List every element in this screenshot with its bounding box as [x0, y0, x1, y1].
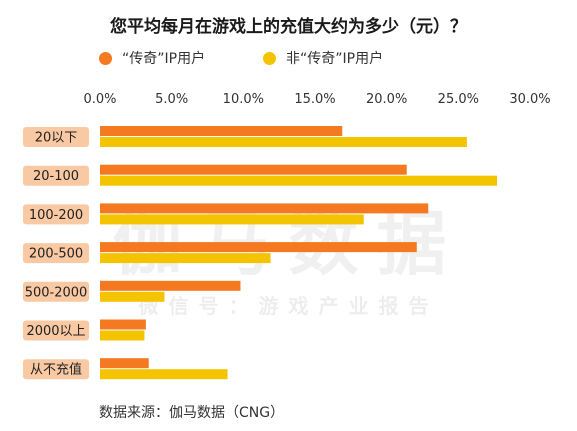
legend-swatch-orange	[99, 51, 112, 65]
bar-non-legend-users	[100, 214, 364, 225]
legend-label: “传奇”IP用户	[122, 51, 206, 67]
bar-legend-users	[100, 242, 417, 253]
x-tick-label: 0.0%	[83, 92, 116, 107]
x-tick-label: 5.0%	[155, 92, 188, 107]
category-label: 2000以上	[26, 324, 85, 339]
bar-legend-users	[100, 164, 407, 175]
bar-legend-users	[100, 126, 343, 136]
category-label-bg	[23, 320, 89, 341]
bar-non-legend-users	[100, 137, 467, 147]
category-label: 20-100	[33, 169, 79, 184]
bar-non-legend-users	[100, 175, 498, 186]
category-label-bg	[23, 127, 89, 147]
x-tick-label: 20.0%	[366, 92, 407, 107]
bar-legend-users	[100, 203, 429, 214]
x-tick-label: 15.0%	[294, 92, 335, 107]
category-label: 从不充值	[30, 362, 82, 378]
category-label-bg	[23, 243, 89, 264]
bar-legend-users	[100, 319, 146, 330]
bar-non-legend-users	[100, 369, 228, 380]
bar-non-legend-users	[100, 253, 271, 264]
bar-non-legend-users	[100, 291, 165, 302]
category-label: 500-2000	[25, 285, 88, 300]
x-tick-label: 10.0%	[223, 92, 264, 107]
data-source-note: 数据来源：伽马数据（CNG）	[99, 405, 285, 421]
category-label: 20以下	[35, 131, 78, 146]
category-label-bg	[23, 281, 89, 302]
bar-non-legend-users	[100, 330, 145, 341]
bar-legend-users	[100, 358, 149, 369]
bar-legend-users	[100, 280, 241, 291]
category-label-bg	[23, 359, 89, 380]
category-label: 100-200	[29, 208, 83, 223]
chart-title: 您平均每月在游戏上的充值大约为多少（元）？	[110, 17, 467, 37]
legend-item-non-legend-users: 非“传奇”IP用户	[263, 47, 383, 69]
category-label: 200-500	[29, 247, 83, 262]
x-tick-label: 30.0%	[509, 92, 550, 107]
legend-item-legend-users: “传奇”IP用户	[99, 47, 205, 69]
category-label-bg	[23, 165, 89, 186]
legend-swatch-yellow	[263, 51, 276, 65]
category-label-bg	[23, 204, 89, 225]
legend-label: 非“传奇”IP用户	[286, 51, 384, 67]
x-tick-label: 25.0%	[438, 92, 479, 107]
